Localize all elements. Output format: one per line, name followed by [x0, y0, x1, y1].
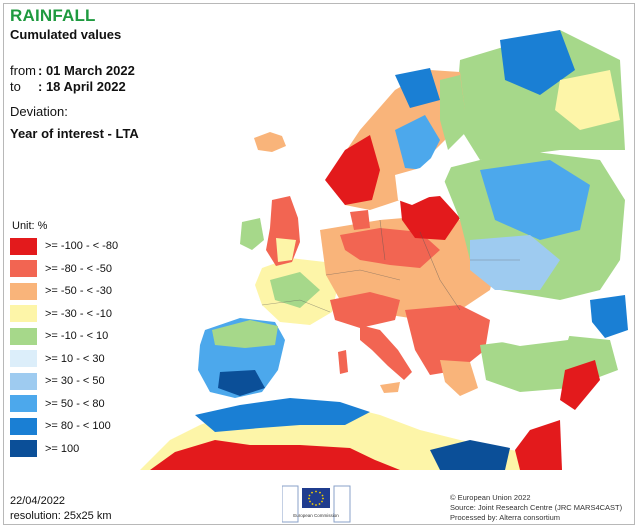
libya-red	[515, 420, 562, 470]
period-to-value: : 18 April 2022	[38, 79, 126, 94]
map-subtitle: Cumulated values	[10, 27, 122, 42]
baltic-sea	[395, 150, 452, 205]
legend-label: >= 100	[45, 442, 80, 455]
sweden-blue	[395, 115, 440, 170]
denmark	[350, 210, 370, 230]
deviation-label: Deviation:	[10, 104, 68, 119]
britain-south	[276, 238, 296, 262]
sardinia	[338, 350, 348, 374]
poland-red	[400, 196, 460, 240]
libya-blue	[430, 440, 510, 470]
logo-text: European Commission	[293, 513, 339, 518]
balkans-landmass	[405, 305, 490, 375]
legend-item: >= -80 - < -50	[10, 258, 118, 281]
italy-landmass	[360, 325, 412, 380]
ireland-landmass	[240, 218, 264, 250]
sicily	[380, 382, 400, 393]
north-africa-red-zone	[150, 440, 400, 470]
legend-label: >= 50 - < 80	[45, 397, 105, 410]
iceland-landmass	[254, 132, 286, 152]
deviation-value: Year of interest - LTA	[10, 126, 139, 141]
caucasus-blue	[590, 295, 628, 338]
european-commission-logo: European Commission	[281, 484, 372, 524]
legend-swatch	[10, 282, 37, 300]
iberia-north	[212, 320, 278, 348]
finland-green	[440, 75, 468, 150]
legend-swatch	[10, 372, 37, 390]
legend-swatch	[10, 417, 37, 435]
issue-date: 22/04/2022	[10, 495, 66, 507]
france-green	[270, 272, 320, 308]
legend: >= -100 - < -80 >= -80 - < -50 >= -50 - < …	[10, 235, 118, 460]
legend-label: >= 10 - < 30	[45, 352, 105, 365]
legend-item: >= -10 - < 10	[10, 325, 118, 348]
legend-label: >= -10 - < 10	[45, 330, 109, 343]
period-to: to : 18 April 2022	[10, 79, 126, 94]
legend-swatch	[10, 305, 37, 323]
period-from-value: : 01 March 2022	[38, 63, 135, 78]
legend-item: >= -50 - < -30	[10, 280, 118, 303]
legend-label: >= -50 - < -30	[45, 285, 112, 298]
legend-item: >= 50 - < 80	[10, 393, 118, 416]
source-text: Source: Joint Research Centre (JRC MARS4…	[450, 503, 623, 512]
greece-landmass	[440, 360, 478, 396]
legend-swatch	[10, 350, 37, 368]
black-sea	[490, 312, 575, 346]
legend-swatch	[10, 440, 37, 458]
legend-item: >= 10 - < 30	[10, 348, 118, 371]
legend-swatch	[10, 327, 37, 345]
map-title: RAINFALL	[10, 6, 96, 25]
legend-item: >= 100	[10, 438, 118, 461]
legend-unit: Unit: %	[12, 220, 48, 232]
north-africa-blue-coast	[195, 398, 370, 432]
period-to-label: to	[10, 79, 21, 94]
processed-text: Processed by: Alterra consortium	[450, 513, 561, 522]
legend-item: >= 30 - < 50	[10, 370, 118, 393]
norway-red	[325, 135, 380, 205]
legend-swatch	[10, 395, 37, 413]
alps-red	[330, 292, 400, 328]
ukraine-blue	[470, 235, 560, 290]
legend-label: >= 80 - < 100	[45, 420, 111, 433]
legend-item: >= -30 - < -10	[10, 303, 118, 326]
period-from: from: 01 March 2022	[10, 63, 135, 78]
legend-item: >= -100 - < -80	[10, 235, 118, 258]
legend-label: >= -80 - < -50	[45, 262, 112, 275]
russia-north-blue	[500, 30, 575, 95]
legend-swatch	[10, 260, 37, 278]
iberia-south	[218, 370, 265, 396]
resolution-text: resolution: 25x25 km	[10, 510, 112, 522]
legend-label: >= -100 - < -80	[45, 240, 119, 253]
period-from-label: from	[10, 63, 36, 78]
legend-swatch	[10, 237, 37, 255]
map-frame	[3, 3, 635, 525]
eu-flag-icon	[302, 488, 330, 508]
legend-label: >= 30 - < 50	[45, 375, 105, 388]
legend-item: >= 80 - < 100	[10, 415, 118, 438]
legend-label: >= -30 - < -10	[45, 307, 112, 320]
lapland-blue	[395, 68, 440, 108]
turkey-east-red	[560, 360, 600, 410]
russia-north-yellow	[555, 70, 620, 130]
russia-blue	[480, 160, 590, 240]
copyright-text: © European Union 2022	[450, 493, 531, 502]
